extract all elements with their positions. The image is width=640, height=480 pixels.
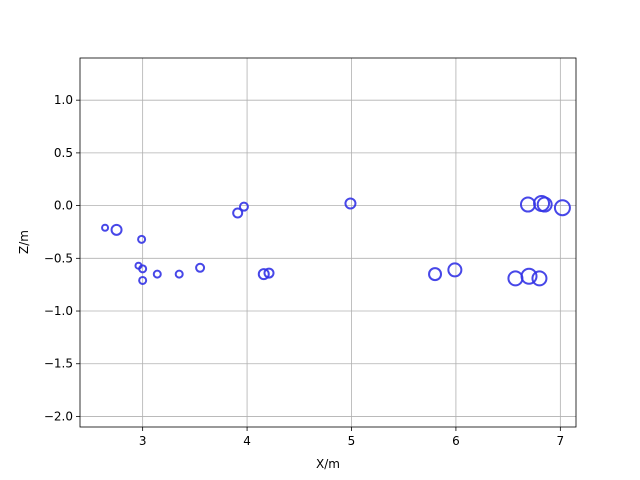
data-point [152, 269, 162, 279]
x-tick-label: 3 [139, 434, 147, 448]
data-point [531, 270, 548, 287]
data-point [101, 223, 110, 232]
y-tick-label: 0.5 [54, 146, 73, 160]
x-tick-label: 5 [348, 434, 356, 448]
data-point [536, 196, 553, 213]
data-point [553, 199, 571, 217]
data-point [137, 234, 147, 244]
data-point [195, 262, 206, 273]
data-point [232, 207, 244, 219]
data-point [447, 262, 463, 278]
y-tick-label: −2.0 [44, 409, 73, 423]
plot-area [80, 58, 576, 427]
x-tick-label: 4 [243, 434, 251, 448]
data-point [520, 267, 538, 285]
data-point [263, 267, 275, 279]
data-point [428, 267, 443, 282]
data-points [101, 194, 571, 287]
data-point [238, 201, 249, 212]
data-point [257, 268, 270, 281]
plot-frame [79, 57, 577, 428]
x-tick-label: 7 [557, 434, 565, 448]
data-point [174, 269, 184, 279]
x-tick-label: 6 [452, 434, 460, 448]
data-point [344, 197, 357, 210]
data-point [110, 223, 123, 236]
y-tick-label: −0.5 [44, 251, 73, 265]
y-tick-label: −1.0 [44, 304, 73, 318]
grid [80, 58, 576, 427]
data-point [138, 264, 148, 274]
x-axis-label: X/m [316, 457, 340, 471]
y-tick-label: −1.5 [44, 357, 73, 371]
axis-ticks: 3 4 5 6 7 1.0 0.5 0.0 −0.5 −1.0 −1.5 −2.0 [44, 93, 564, 448]
data-point [138, 275, 148, 285]
y-axis-label: Z/m [17, 230, 31, 254]
y-tick-label: 0.0 [54, 199, 73, 213]
y-tick-label: 1.0 [54, 93, 73, 107]
